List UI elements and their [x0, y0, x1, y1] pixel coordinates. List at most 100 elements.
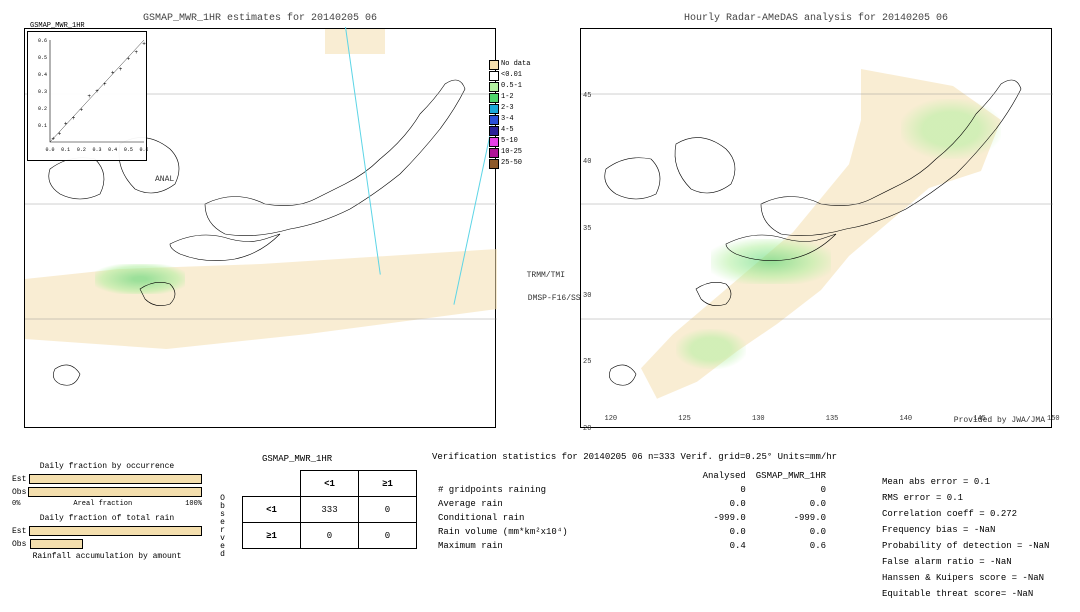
legend-swatch: [489, 137, 499, 147]
metric-row: Frequency bias = -NaN: [882, 522, 1049, 538]
svg-text:0.6: 0.6: [38, 38, 47, 44]
svg-text:+: +: [119, 66, 123, 73]
right-map-title: Hourly Radar-AMeDAS analysis for 2014020…: [684, 13, 948, 24]
metric-row: Mean abs error = 0.1: [882, 474, 1049, 490]
fraction-charts: Daily fraction by occurrence Est Obs 0%A…: [12, 462, 202, 563]
svg-text:0.2: 0.2: [38, 106, 47, 112]
svg-text:0.4: 0.4: [108, 147, 117, 153]
left-map-title: GSMAP_MWR_1HR estimates for 20140205 06: [143, 13, 377, 24]
frac-rain-title: Daily fraction of total rain: [12, 514, 202, 523]
svg-text:+: +: [72, 115, 76, 122]
color-legend: No data<0.010.5-11-22-33-44-55-1010-2525…: [489, 59, 537, 169]
occ-est-bar: [29, 474, 202, 484]
stats-row: Rain volume (mm*km²x10⁴)0.00.0: [434, 526, 830, 538]
legend-row: 4-5: [489, 125, 537, 136]
bottom-stats: Daily fraction by occurrence Est Obs 0%A…: [12, 440, 1068, 600]
legend-label: <0.01: [501, 70, 522, 81]
svg-text:0.2: 0.2: [77, 147, 86, 153]
inset-scatter: GSMAP_MWR_1HR 0.00.10.10.20.20.30.30.40.…: [27, 31, 147, 161]
legend-swatch: [489, 82, 499, 92]
lon-tick: 125: [678, 415, 691, 423]
lon-tick: 140: [900, 415, 913, 423]
legend-row: <0.01: [489, 70, 537, 81]
metric-row: RMS error = 0.1: [882, 490, 1049, 506]
metric-row: Correlation coeff = 0.272: [882, 506, 1049, 522]
legend-swatch: [489, 126, 499, 136]
lat-tick: 40: [583, 158, 591, 166]
lon-tick: 150: [1047, 415, 1060, 423]
svg-text:0.5: 0.5: [38, 55, 47, 61]
svg-text:+: +: [58, 131, 62, 138]
contingency-table: <1≥1 <13330 ≥100: [242, 470, 417, 549]
svg-text:+: +: [87, 93, 91, 100]
legend-row: 10-25: [489, 147, 537, 158]
svg-text:+: +: [111, 69, 115, 76]
svg-text:+: +: [80, 107, 84, 114]
lon-tick: 135: [826, 415, 839, 423]
legend-swatch: [489, 93, 499, 103]
metric-row: False alarm ratio = -NaN: [882, 554, 1049, 570]
stats-row: Maximum rain0.40.6: [434, 540, 830, 552]
legend-label: 25-50: [501, 158, 522, 169]
svg-text:+: +: [134, 49, 138, 56]
metric-row: Probability of detection = -NaN: [882, 538, 1049, 554]
legend-row: 1-2: [489, 92, 537, 103]
page-root: GSMAP_MWR_1HR estimates for 20140205 06 …: [0, 0, 1080, 612]
lat-tick: 45: [583, 92, 591, 100]
stats-row: Conditional rain-999.0-999.0: [434, 512, 830, 524]
legend-row: 2-3: [489, 103, 537, 114]
frac-occ-title: Daily fraction by occurrence: [12, 462, 202, 471]
svg-text:0.4: 0.4: [38, 72, 47, 78]
legend-label: 3-4: [501, 114, 514, 125]
legend-swatch: [489, 60, 499, 70]
svg-text:+: +: [64, 120, 68, 127]
annot-trmm: TRMM/TMI: [527, 271, 565, 280]
svg-text:+: +: [142, 40, 146, 47]
svg-text:+: +: [127, 56, 131, 63]
legend-row: 0.5-1: [489, 81, 537, 92]
svg-text:0.0: 0.0: [45, 147, 54, 153]
legend-swatch: [489, 71, 499, 81]
legend-swatch: [489, 159, 499, 169]
svg-text:+: +: [103, 81, 107, 88]
legend-row: 25-50: [489, 158, 537, 169]
lat-tick: 35: [583, 225, 591, 233]
legend-row: 5-10: [489, 136, 537, 147]
lat-tick: 30: [583, 292, 591, 300]
inset-title: GSMAP_MWR_1HR: [30, 22, 85, 30]
legend-label: 1-2: [501, 92, 514, 103]
svg-text:0.1: 0.1: [61, 147, 70, 153]
metrics-list: Mean abs error = 0.1RMS error = 0.1Corre…: [882, 474, 1049, 602]
svg-text:0.6: 0.6: [139, 147, 148, 153]
legend-label: 5-10: [501, 136, 518, 147]
stats-row: Average rain0.00.0: [434, 498, 830, 510]
svg-text:0.5: 0.5: [124, 147, 133, 153]
inset-svg: 0.00.10.10.20.20.30.30.40.40.50.50.60.6+…: [28, 32, 148, 162]
svg-text:0.1: 0.1: [38, 123, 47, 129]
coastline-right: [581, 29, 1053, 429]
legend-label: 0.5-1: [501, 81, 522, 92]
cont-title: GSMAP_MWR_1HR: [262, 454, 332, 464]
metric-row: Hanssen & Kuipers score = -NaN: [882, 570, 1049, 586]
stats-block: Verification statistics for 20140205 06 …: [432, 452, 1072, 554]
occ-obs-bar: [28, 487, 202, 497]
legend-swatch: [489, 148, 499, 158]
lon-tick: 120: [605, 415, 618, 423]
legend-row: 3-4: [489, 114, 537, 125]
lon-tick: 130: [752, 415, 765, 423]
left-map-panel: GSMAP_MWR_1HR estimates for 20140205 06 …: [24, 28, 496, 428]
right-map-panel: Hourly Radar-AMeDAS analysis for 2014020…: [580, 28, 1052, 428]
frac-accum-title: Rainfall accumulation by amount: [12, 552, 202, 561]
svg-text:+: +: [51, 136, 55, 143]
legend-label: 2-3: [501, 103, 514, 114]
metric-row: Equitable threat score= -NaN: [882, 586, 1049, 602]
stats-row: # gridpoints raining00: [434, 484, 830, 496]
legend-label: 10-25: [501, 147, 522, 158]
lat-tick: 20: [583, 425, 591, 433]
svg-text:0.3: 0.3: [38, 89, 47, 95]
provided-by-text: Provided by JWA/JMA: [954, 416, 1045, 425]
stats-table: AnalysedGSMAP_MWR_1HR # gridpoints raini…: [432, 468, 832, 554]
legend-row: No data: [489, 59, 537, 70]
svg-text:+: +: [95, 88, 99, 95]
stats-title: Verification statistics for 20140205 06 …: [432, 452, 1072, 462]
